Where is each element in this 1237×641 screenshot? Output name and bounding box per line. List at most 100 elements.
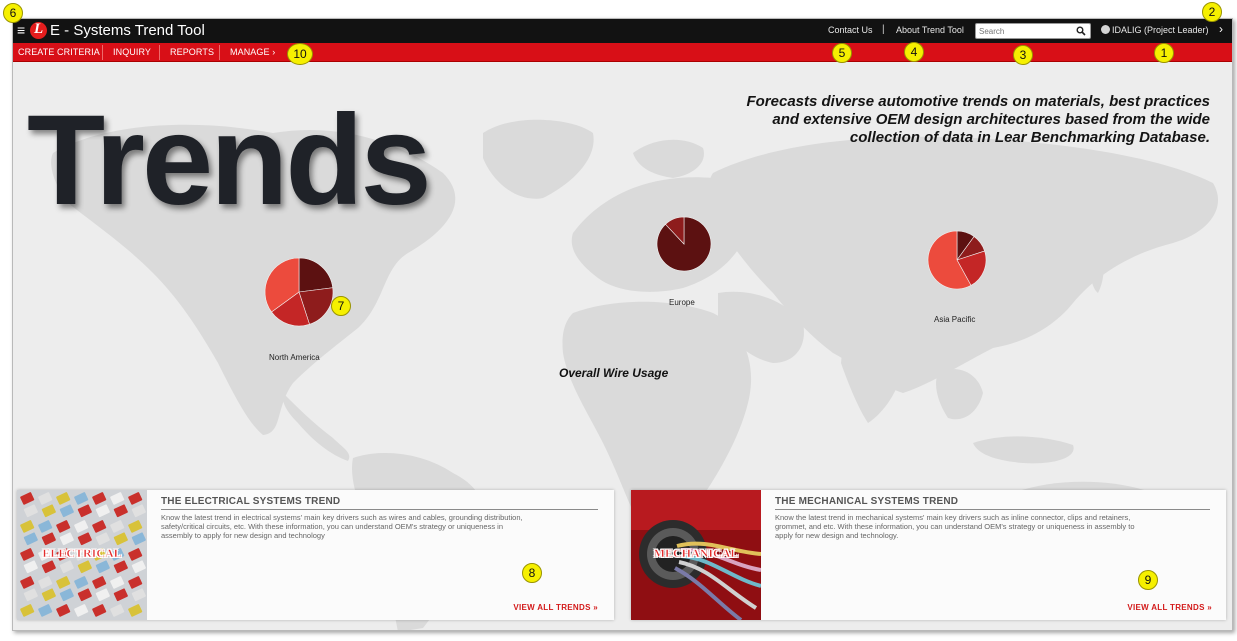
fuse-block — [23, 588, 38, 602]
pie-slice-north-america[interactable] — [264, 257, 300, 313]
desc-line: Know the latest trend in mechanical syst… — [775, 513, 1131, 522]
fuse-block — [59, 532, 74, 546]
fuse-block — [56, 604, 71, 617]
callout-badge: 10 — [287, 43, 313, 65]
search-icon[interactable] — [1076, 26, 1086, 36]
fuse-block — [110, 492, 125, 505]
fuse-block — [23, 504, 38, 518]
region-label-north-america: North America — [269, 353, 320, 362]
fuse-block — [113, 588, 128, 602]
nav-reports[interactable]: REPORTS — [170, 47, 215, 57]
mechanical-view-all-link[interactable]: VIEW ALL TRENDS » — [1127, 603, 1212, 612]
fuse-block — [110, 548, 125, 561]
mechanical-card-description: Know the latest trend in mechanical syst… — [775, 513, 1135, 540]
fuse-block — [20, 520, 35, 533]
tagline-line: Forecasts diverse automotive trends on m… — [746, 93, 1210, 110]
electrical-view-all-link[interactable]: VIEW ALL TRENDS » — [513, 603, 598, 612]
fuse-block — [20, 492, 35, 505]
nav-divider — [159, 45, 160, 60]
pie-slice-north-america[interactable] — [271, 291, 310, 327]
fuse-block — [110, 576, 125, 589]
fuse-block — [56, 520, 71, 533]
desc-line: apply for new design and technology. — [775, 531, 899, 540]
hero-tagline: Forecasts diverse automotive trends on m… — [610, 93, 1210, 147]
fuse-block — [56, 492, 71, 505]
user-profile-menu[interactable]: IDALIG (Project Leader) — [1112, 25, 1209, 35]
nav-manage[interactable]: MANAGE › — [230, 47, 276, 57]
region-label-europe: Europe — [669, 298, 695, 307]
callout-badge: 4 — [904, 42, 924, 62]
fuse-block — [38, 548, 53, 561]
fuse-block — [20, 576, 35, 589]
pie-slice-asia-pacific[interactable] — [956, 250, 987, 286]
fuse-block — [131, 504, 146, 518]
callout-badge: 2 — [1202, 2, 1222, 22]
fuse-block — [56, 548, 71, 561]
electrical-image[interactable]: ELECTRICAL — [17, 490, 147, 620]
fuse-block — [131, 560, 146, 574]
electrical-card-title: THE ELECTRICAL SYSTEMS TREND — [161, 496, 341, 507]
contact-us-link[interactable]: Contact Us — [828, 25, 873, 35]
app-title[interactable]: E - Systems Trend Tool — [50, 22, 205, 39]
desc-line: assembly to apply for new design and tec… — [161, 531, 325, 540]
electrical-card-description: Know the latest trend in electrical syst… — [161, 513, 523, 540]
fuse-block — [41, 532, 56, 546]
fuse-block — [20, 604, 35, 617]
fuse-block — [113, 560, 128, 574]
mechanical-image[interactable]: MECHANICAL — [631, 490, 761, 620]
mechanical-card-title: THE MECHANICAL SYSTEMS TREND — [775, 496, 959, 507]
main-nav: CREATE CRITERIA INQUIRY REPORTS MANAGE › — [13, 43, 1232, 62]
fuse-block — [77, 532, 92, 546]
about-trend-tool-link[interactable]: About Trend Tool — [896, 25, 964, 35]
tagline-line: and extensive OEM design architectures b… — [772, 111, 1210, 128]
pie-charts — [264, 216, 987, 327]
desc-line: safety/critical circuits, etc. With thes… — [161, 522, 504, 531]
fuse-block — [131, 532, 146, 546]
fuse-block — [38, 576, 53, 589]
fuse-block — [128, 548, 143, 561]
fuse-block — [38, 492, 53, 505]
fuse-block — [131, 588, 146, 602]
fuse-block — [95, 504, 110, 518]
fuse-block — [74, 492, 89, 505]
fuse-block — [41, 588, 56, 602]
fuse-block — [113, 532, 128, 546]
chevron-right-icon[interactable]: › — [1219, 22, 1223, 36]
callout-badge: 8 — [522, 563, 542, 583]
nav-create-criteria[interactable]: CREATE CRITERIA — [18, 47, 100, 57]
lear-logo[interactable]: L — [30, 21, 47, 39]
fuse-block — [95, 588, 110, 602]
fuse-block — [92, 604, 107, 617]
fuse-block — [77, 504, 92, 518]
pie-slice-north-america[interactable] — [298, 287, 334, 325]
callout-badge: 6 — [3, 3, 23, 23]
user-circle-icon — [1101, 25, 1110, 34]
fuse-block — [38, 604, 53, 617]
fuse-block — [95, 560, 110, 574]
fuse-block — [59, 560, 74, 574]
electrical-trend-card: ELECTRICAL THE ELECTRICAL SYSTEMS TREND … — [17, 490, 614, 620]
fuse-block — [95, 532, 110, 546]
search-box[interactable] — [975, 23, 1091, 39]
fuse-block — [92, 492, 107, 505]
fuse-block — [92, 520, 107, 533]
fuse-block — [20, 548, 35, 561]
callout-badge: 5 — [832, 43, 852, 63]
fuse-block — [56, 576, 71, 589]
mechanical-image-text: MECHANICAL — [653, 546, 739, 560]
nav-divider — [219, 45, 220, 60]
nav-inquiry[interactable]: INQUIRY — [113, 47, 152, 57]
callout-badge: 3 — [1013, 45, 1033, 65]
pie-slice-north-america[interactable] — [298, 257, 334, 293]
fuse-block — [74, 520, 89, 533]
pie-slice-europe[interactable] — [665, 216, 685, 245]
search-input[interactable] — [979, 25, 1071, 37]
pie-slice-asia-pacific[interactable] — [927, 230, 972, 290]
fuse-block — [128, 576, 143, 589]
fuse-block — [41, 504, 56, 518]
fuse-block — [59, 588, 74, 602]
hamburger-icon[interactable]: ≡ — [17, 22, 26, 38]
fuse-block — [92, 576, 107, 589]
hero-title: Trends — [27, 89, 432, 232]
top-bar: ≡ L E - Systems Trend Tool Contact Us | … — [13, 19, 1232, 43]
